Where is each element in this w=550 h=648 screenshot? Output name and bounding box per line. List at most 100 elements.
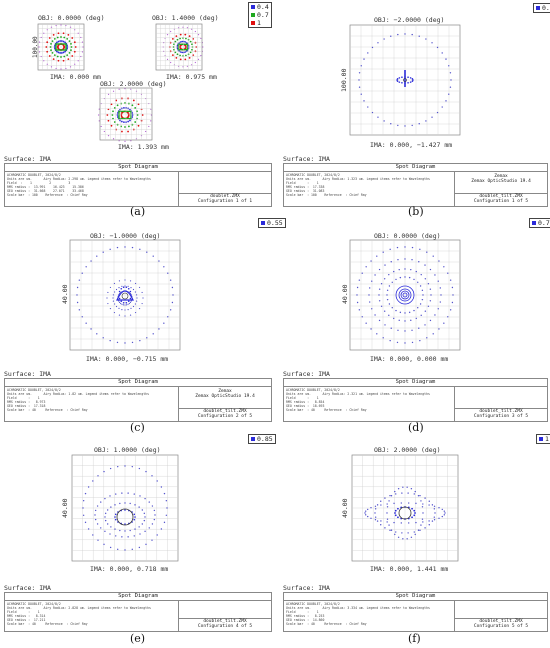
spot-plot-d (349, 239, 461, 351)
spot-point (171, 286, 174, 289)
spot-point (124, 502, 126, 504)
info-box-file: doublet_tilt.ZMX Configuration 1 of 5 (455, 193, 547, 206)
spot-point (67, 58, 70, 61)
spot-point (66, 46, 69, 48)
spot-point (395, 309, 397, 312)
spot-point (386, 518, 389, 520)
spot-ring (400, 290, 410, 300)
spot-point (378, 288, 381, 290)
spot-point (420, 524, 422, 526)
spot-point (419, 285, 422, 287)
spot-point (130, 140, 132, 142)
spot-point (124, 309, 126, 311)
info-box-software: Zemax Zemax OpticStudio 19.4 (195, 389, 255, 399)
spot-point (131, 341, 134, 344)
spot-point (116, 123, 119, 126)
spot-point (111, 114, 114, 116)
spot-point (386, 503, 388, 505)
spot-point (119, 108, 121, 111)
spot-point (386, 289, 389, 292)
spot-point (194, 41, 197, 44)
spot-point (129, 529, 131, 532)
caption-b: (b) (408, 205, 424, 218)
spot-point (173, 43, 175, 46)
spot-point (46, 50, 49, 53)
spot-point (68, 40, 71, 43)
spot-point (148, 527, 150, 529)
spot-point (418, 123, 420, 125)
spot-point (358, 309, 361, 311)
spot-point (68, 51, 71, 54)
spot-point (124, 140, 126, 142)
plot-a2-obj: OBJ: 1.4000 (deg) (152, 14, 219, 22)
spot-point (139, 248, 141, 251)
spot-point (174, 51, 177, 54)
spot-point (170, 30, 172, 33)
spot-point (173, 48, 175, 51)
spot-point (170, 61, 172, 64)
spot-point (187, 38, 190, 41)
info-box-text: ACHROMATIC DOUBLET, 2024/8/2 Units are u… (7, 173, 151, 197)
spot-point (67, 33, 70, 36)
spot-point (184, 33, 187, 36)
spot-point (53, 54, 56, 56)
spot-point (356, 286, 359, 289)
info-box-file: doublet_tilt.ZMX Configuration 3 of 5 (455, 408, 547, 421)
spot-point (400, 522, 403, 524)
spot-point (141, 291, 143, 294)
spot-point (53, 46, 56, 48)
spot-point (176, 53, 179, 56)
spot-point (429, 268, 432, 271)
spot-point (107, 302, 109, 305)
legend-swatch-blue (536, 6, 540, 10)
spot-point (440, 294, 442, 296)
spot-point (197, 34, 200, 36)
spot-point (38, 46, 40, 48)
spot-point (145, 470, 147, 473)
spot-point (425, 120, 427, 122)
spot-point (401, 76, 403, 79)
legend-label: 0.7 (257, 11, 269, 19)
info-box-text: ACHROMATIC DOUBLET, 2024/8/2 Units are u… (7, 602, 151, 626)
spot-point (118, 301, 121, 303)
spot-point (74, 29, 76, 31)
info-box-a: Spot Diagram ACHROMATIC DOUBLET, 2024/8/… (4, 163, 272, 207)
spot-point (136, 114, 139, 116)
spot-point (107, 93, 110, 95)
spot-point (135, 300, 138, 302)
surface-label-b: Surface: IMA (283, 155, 330, 163)
spot-point (40, 55, 42, 58)
spot-point (136, 297, 138, 299)
info-box-software (455, 387, 547, 405)
plot-b-obj: OBJ: −2.0000 (deg) (374, 16, 445, 24)
info-box-right: Zemax Zemax OpticStudio 19.4 doublet_til… (178, 387, 271, 421)
spot-point (389, 529, 391, 532)
spot-point (374, 505, 377, 507)
spot-point (118, 300, 120, 302)
spot-point (414, 490, 416, 493)
spot-point (424, 310, 427, 312)
spot-point (129, 297, 132, 300)
plot-a1-ima: IMA: 0.000 mm (50, 73, 101, 81)
spot-point (179, 33, 182, 36)
spot-point (129, 108, 131, 111)
spot-point (411, 78, 414, 80)
spot-point (107, 119, 110, 122)
airy-disk (398, 506, 412, 520)
spot-point (402, 538, 404, 540)
spot-point (112, 110, 114, 113)
spot-point (447, 316, 449, 318)
spot-point (43, 60, 45, 62)
spot-point (399, 276, 402, 279)
spot-point (130, 300, 132, 302)
spot-point (38, 41, 41, 43)
spot-point (390, 123, 392, 125)
spot-point (398, 77, 401, 79)
spot-point (368, 301, 371, 303)
spot-point (441, 508, 443, 511)
spot-point (129, 301, 132, 303)
spot-point (449, 279, 452, 281)
plot-d-scale: 40.00 (341, 284, 349, 304)
spot-point (432, 333, 434, 335)
spot-point (187, 53, 190, 56)
